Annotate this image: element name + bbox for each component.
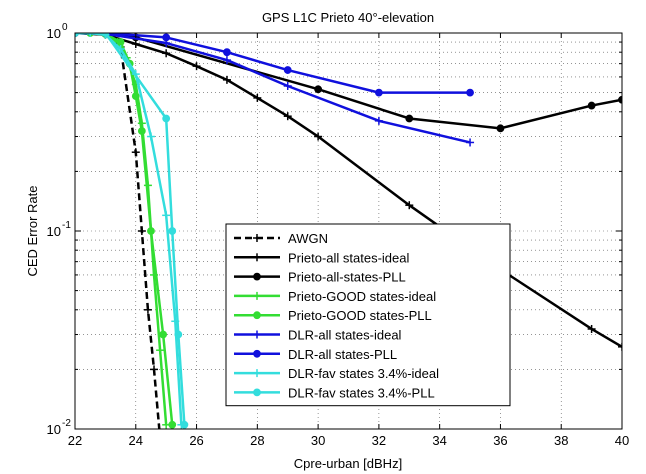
legend-label: DLR-all states-ideal bbox=[288, 328, 402, 343]
x-tick-label: 36 bbox=[493, 433, 507, 448]
series-1-point-8 bbox=[314, 132, 323, 141]
legend-label: Prieto-GOOD states-ideal bbox=[288, 289, 436, 304]
x-tick-label: 22 bbox=[68, 433, 82, 448]
series-0-point-5 bbox=[137, 227, 146, 235]
legend-item-5: DLR-all states-ideal bbox=[234, 328, 402, 343]
legend-label: DLR-all states-PLL bbox=[288, 347, 397, 362]
legend-marker bbox=[253, 330, 261, 339]
series-7-point-1 bbox=[86, 33, 95, 37]
x-tick-label: 26 bbox=[189, 433, 203, 448]
series-1-point-5 bbox=[222, 75, 231, 84]
legend-item-6: DLR-all states-PLL bbox=[234, 347, 397, 362]
legend: AWGN Prieto-all states-ideal Prieto-all-st… bbox=[225, 223, 511, 407]
legend-label: DLR-fav states 3.4%-ideal bbox=[288, 366, 439, 381]
series-7-point-5 bbox=[146, 132, 155, 141]
legend-item-8: DLR-fav states 3.4%-PLL bbox=[234, 385, 435, 400]
x-tick-label: 24 bbox=[129, 433, 143, 448]
y-tick-exponent: -2 bbox=[62, 418, 71, 429]
legend-marker bbox=[253, 253, 261, 262]
x-tick-label: 28 bbox=[250, 433, 264, 448]
x-tick-label: 32 bbox=[372, 433, 386, 448]
series-8-point-3 bbox=[168, 227, 177, 235]
series-5-point-3 bbox=[222, 56, 231, 65]
series-4-point-9 bbox=[168, 420, 177, 429]
series-6-point-2 bbox=[162, 33, 171, 42]
legend-item-0: AWGN bbox=[234, 231, 328, 246]
y-tick-label: 10 bbox=[47, 26, 61, 41]
series-2-point-6 bbox=[587, 101, 596, 110]
legend-label: Prieto-all-states-PLL bbox=[288, 270, 406, 285]
series-1-point-11 bbox=[587, 324, 596, 333]
legend-label: DLR-fav states 3.4%-PLL bbox=[288, 385, 435, 400]
series-5-point-5 bbox=[374, 116, 383, 125]
legend-marker bbox=[253, 291, 261, 300]
legend-marker bbox=[253, 272, 261, 281]
series-8-point-4 bbox=[174, 330, 183, 339]
series-1-point-2 bbox=[131, 39, 140, 48]
legend-label: AWGN bbox=[288, 231, 328, 246]
series-8 bbox=[75, 33, 189, 429]
series-2-point-5 bbox=[496, 124, 505, 133]
legend-item-2: Prieto-all-states-PLL bbox=[234, 270, 406, 285]
series-4-point-6 bbox=[137, 127, 146, 135]
y-tick-exponent: 0 bbox=[62, 22, 68, 33]
legend-item-4: Prieto-GOOD states-PLL bbox=[234, 308, 432, 323]
series-6-point-5 bbox=[374, 88, 383, 97]
legend-marker bbox=[253, 349, 261, 358]
x-axis-ticks: 22 24 26 28 30 32 34 36 38 40 bbox=[68, 33, 629, 448]
series-5-point-4 bbox=[283, 81, 292, 90]
series-3-point-9 bbox=[156, 346, 165, 355]
series-6 bbox=[75, 33, 474, 97]
series-8-point-2 bbox=[162, 114, 171, 123]
legend-marker bbox=[253, 369, 261, 378]
series-1-point-7 bbox=[283, 112, 292, 121]
series-8-line bbox=[75, 33, 186, 425]
series-4-point-5 bbox=[131, 92, 140, 101]
legend-item-1: Prieto-all states-ideal bbox=[234, 250, 409, 265]
chart-title: GPS L1C Prieto 40°-elevation bbox=[262, 10, 434, 25]
series-0-point-6 bbox=[143, 305, 152, 314]
series-1-point-12 bbox=[618, 342, 622, 351]
legend-label: Prieto-GOOD states-PLL bbox=[288, 308, 432, 323]
series-6-point-6 bbox=[466, 88, 474, 97]
series-4-point-7 bbox=[147, 227, 155, 235]
x-tick-label: 30 bbox=[311, 433, 325, 448]
y-tick-label: 10 bbox=[47, 422, 61, 437]
series-5-point-6 bbox=[466, 138, 475, 147]
y-tick-exponent: -1 bbox=[62, 220, 71, 231]
legend-label: Prieto-all states-ideal bbox=[288, 250, 409, 265]
series-2-point-3 bbox=[314, 85, 323, 94]
legend-item-7: DLR-fav states 3.4%-ideal bbox=[234, 366, 439, 381]
series-0-point-4 bbox=[131, 148, 140, 157]
x-tick-label: 40 bbox=[615, 433, 629, 448]
series-0-point-7 bbox=[150, 365, 159, 374]
series-6-point-4 bbox=[283, 66, 292, 74]
series-7-point-6 bbox=[162, 211, 171, 220]
series-1-point-4 bbox=[192, 62, 201, 71]
x-tick-label: 38 bbox=[554, 433, 568, 448]
series-6-point-3 bbox=[223, 48, 231, 57]
y-tick-label: 10 bbox=[47, 224, 61, 239]
series-1-point-3 bbox=[162, 49, 171, 58]
y-axis-label: CED Error Rate bbox=[25, 185, 40, 276]
series-8-point-5 bbox=[180, 420, 189, 429]
legend-marker bbox=[253, 311, 261, 320]
series-4-point-3 bbox=[116, 38, 125, 46]
series-1-point-6 bbox=[253, 93, 262, 102]
legend-item-3: Prieto-GOOD states-ideal bbox=[234, 289, 436, 304]
legend-marker bbox=[253, 234, 261, 242]
series-4-point-8 bbox=[159, 330, 168, 339]
x-tick-label: 34 bbox=[432, 433, 446, 448]
series-1-point-9 bbox=[405, 201, 414, 210]
legend-marker bbox=[253, 388, 261, 397]
series-2-point-4 bbox=[405, 114, 414, 123]
x-axis-label: Cpre-urban [dBHz] bbox=[294, 456, 402, 471]
